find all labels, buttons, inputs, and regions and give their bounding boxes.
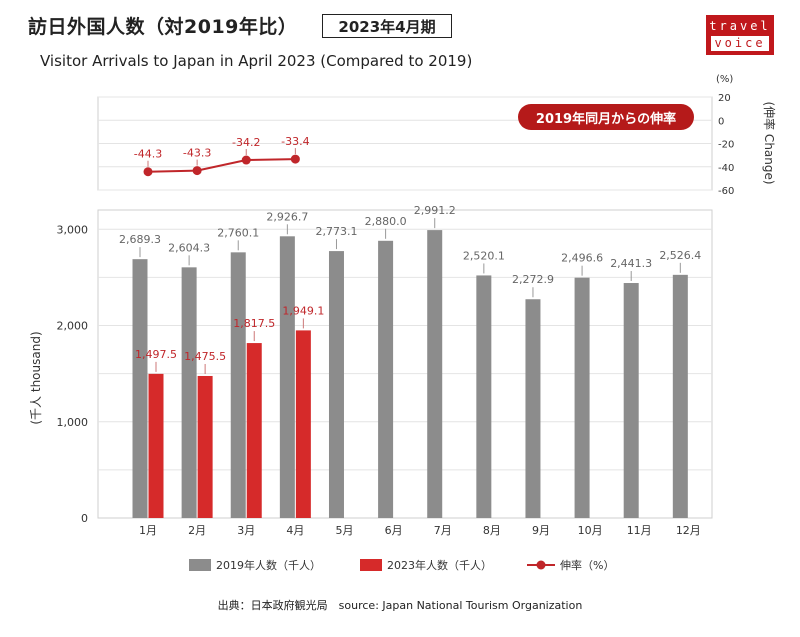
- growth-y-tick-label: 20: [718, 93, 731, 104]
- legend-label-growth: 伸率（%）: [560, 558, 614, 572]
- data-label-2023: 1,949.1: [282, 304, 324, 317]
- bar-y-tick-label: 1,000: [57, 416, 89, 429]
- bar-2023: [295, 330, 311, 518]
- data-label-2019: 2,926.7: [266, 210, 308, 223]
- data-label-2019: 2,773.1: [315, 225, 357, 238]
- growth-line: [147, 158, 296, 173]
- growth-data-label: -44.3: [134, 148, 162, 161]
- growth-point: [241, 155, 251, 165]
- growth-data-label: -43.3: [183, 147, 211, 160]
- x-tick-label: 5月: [335, 524, 353, 537]
- x-tick-label: 1月: [139, 524, 157, 537]
- bar-y-axis: 0 1,000 2,000 3,000: [57, 223, 89, 525]
- data-label-2023: 1,497.5: [135, 348, 177, 361]
- x-tick-label: 2月: [188, 524, 206, 537]
- bar-2019: [279, 236, 295, 519]
- data-label-2023: 1,817.5: [233, 317, 275, 330]
- bar-2019: [132, 259, 148, 518]
- legend-label-2023: 2023年人数（千人）: [387, 558, 492, 572]
- growth-data-label: -34.2: [232, 136, 260, 149]
- bar-2019: [574, 277, 590, 518]
- x-tick-label: 4月: [286, 524, 304, 537]
- growth-badge: 2019年同月からの伸率: [518, 104, 694, 130]
- data-label-2023: 1,475.5: [184, 350, 226, 363]
- x-tick-label: 11月: [627, 524, 652, 537]
- legend-label-2019: 2019年人数（千人）: [216, 558, 321, 572]
- growth-y-tick-label: 0: [718, 116, 724, 127]
- bar-y-tick-label: 2,000: [57, 320, 89, 333]
- bar-2019: [328, 251, 344, 519]
- data-label-2019: 2,991.2: [414, 204, 456, 217]
- chart-title-en: Visitor Arrivals to Japan in April 2023 …: [40, 52, 473, 70]
- growth-y-axis-label: (伸率 Change): [762, 101, 777, 184]
- data-label-2019: 2,760.1: [217, 226, 259, 239]
- data-label-2019: 2,441.3: [610, 257, 652, 270]
- bar-2019: [230, 252, 246, 518]
- bar-y-tick-label: 0: [81, 512, 88, 525]
- x-tick-label: 10月: [578, 524, 603, 537]
- data-label-2019: 2,520.1: [463, 249, 505, 262]
- bar-2019: [378, 240, 394, 519]
- growth-y-tick-label: -20: [718, 140, 734, 151]
- data-label-2019: 2,604.3: [168, 241, 210, 254]
- data-label-2019: 2,496.6: [561, 252, 603, 265]
- bar-2019: [525, 299, 541, 518]
- bar-data-labels: 2,689.3 1,497.5 2,604.3 1,475.5 2,760.1 1,817…: [119, 204, 701, 374]
- bar-2019: [427, 230, 443, 519]
- logo-text-top: travel: [709, 19, 771, 33]
- x-tick-label: 9月: [532, 524, 550, 537]
- growth-y-axis: 20 0 -20 -40 -60: [718, 93, 734, 197]
- x-tick-label: 7月: [434, 524, 452, 537]
- legend: 2019年人数（千人） 2023年人数（千人） 伸率（%）: [189, 558, 614, 572]
- growth-point: [290, 154, 300, 164]
- bar-2023: [197, 375, 213, 518]
- bar-2019: [623, 283, 639, 518]
- bar-2023: [246, 343, 262, 518]
- data-label-2019: 2,689.3: [119, 233, 161, 246]
- growth-series: -44.3 -43.3 -34.2 -33.4: [134, 135, 310, 177]
- x-tick-label: 8月: [483, 524, 501, 537]
- period-badge: 2023年4月期: [322, 14, 452, 38]
- growth-unit-label: (%): [716, 74, 733, 85]
- bar-y-tick-label: 3,000: [57, 223, 89, 236]
- growth-data-label: -33.4: [281, 135, 309, 148]
- growth-point: [192, 166, 202, 176]
- x-tick-label: 3月: [237, 524, 255, 537]
- data-label-2019: 2,272.9: [512, 273, 554, 286]
- legend-swatch-growth-point: [536, 560, 546, 570]
- bar-2019: [476, 275, 492, 518]
- data-label-2019: 2,526.4: [659, 249, 701, 262]
- x-tick-label: 6月: [385, 524, 403, 537]
- growth-y-tick-label: -40: [718, 163, 734, 174]
- data-label-2019: 2,880.0: [365, 215, 407, 228]
- bar-series: [132, 230, 688, 519]
- x-tick-label: 12月: [676, 524, 701, 537]
- legend-swatch-2023: [360, 559, 382, 571]
- legend-swatch-2019: [189, 559, 211, 571]
- x-axis: 1月 2月 3月 4月 5月 6月 7月 8月 9月 10月 11月 12月: [139, 524, 701, 537]
- growth-point: [143, 167, 153, 177]
- chart-title-jp: 訪日外国人数（対2019年比）: [28, 16, 298, 38]
- bar-2019: [181, 267, 197, 518]
- travel-voice-logo: travel voice: [706, 15, 774, 55]
- source-note: 出典：日本政府観光局 source: Japan National Touris…: [217, 599, 583, 612]
- bar-y-axis-label: (千人 thousand): [29, 331, 43, 424]
- bar-2023: [148, 373, 164, 518]
- bar-2019: [672, 274, 688, 518]
- growth-y-tick-label: -60: [718, 186, 734, 197]
- logo-text-bottom: voice: [711, 36, 769, 51]
